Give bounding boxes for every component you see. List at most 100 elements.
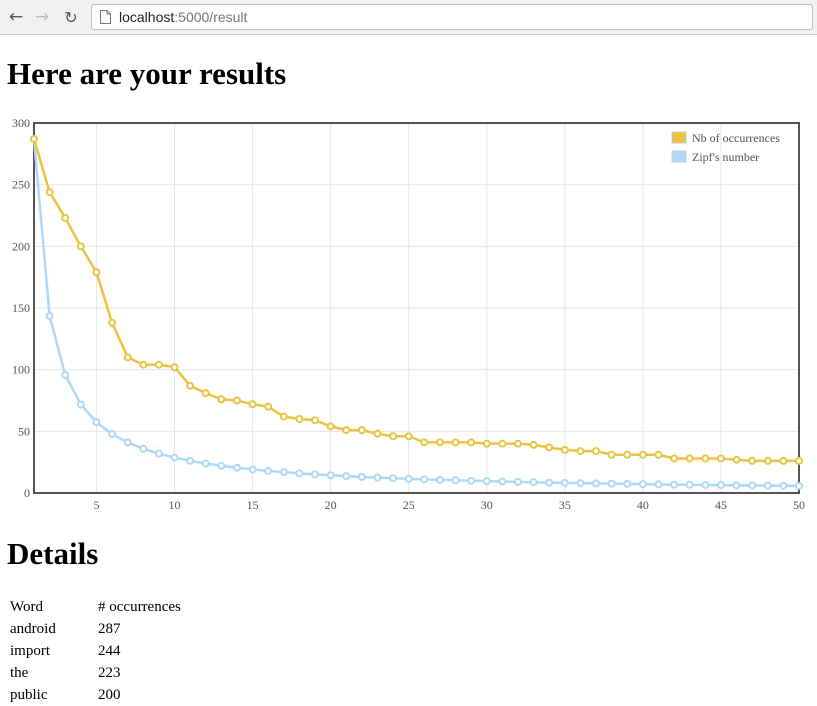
data-point (61, 370, 70, 379)
word-cell: import (10, 642, 50, 659)
data-point (482, 439, 491, 448)
series-occurrences (30, 135, 803, 465)
x-tick-label: 5 (93, 498, 99, 512)
data-point (123, 353, 132, 362)
url-path: :5000/result (174, 9, 248, 25)
series-line (32, 138, 799, 463)
data-point (389, 474, 398, 483)
data-point (670, 454, 679, 463)
series-line (32, 138, 800, 488)
data-point (154, 449, 163, 458)
plot-border (33, 122, 800, 494)
data-point (529, 440, 538, 449)
url-text: localhost:5000/result (119, 9, 247, 25)
data-point (513, 477, 522, 486)
data-point (763, 481, 772, 490)
x-tick-label: 45 (715, 498, 727, 512)
data-point (232, 463, 241, 472)
data-point (357, 472, 366, 481)
data-point (748, 481, 757, 490)
data-point (670, 480, 679, 489)
page-icon (100, 10, 111, 24)
data-point (248, 465, 257, 474)
occurrences-cell: 287 (98, 620, 121, 637)
data-point (685, 454, 694, 463)
data-point (139, 444, 148, 453)
data-point (201, 389, 210, 398)
url-host: localhost (119, 9, 175, 25)
line-chart: 0 50 100 150 200 250 300 5 10 15 20 25 30 35 40 45 50 Nb … (12, 116, 805, 512)
back-arrow-icon[interactable]: ← (8, 7, 24, 27)
data-point (217, 461, 226, 470)
data-point (638, 480, 647, 489)
data-point (186, 381, 195, 390)
data-point (560, 445, 569, 454)
data-point (76, 400, 85, 409)
details-table: Word # occurrences android 287 import 244 the 2… (8, 596, 181, 706)
data-point (186, 456, 195, 465)
table-row: android 287 (8, 618, 181, 640)
data-point (76, 242, 85, 251)
data-point (529, 478, 538, 487)
data-point (623, 479, 632, 488)
word-cell: android (10, 620, 56, 637)
data-point (451, 476, 460, 485)
occurrences-cell: # occurrences (98, 598, 181, 615)
word-cell: the (10, 664, 29, 681)
table-row: public 200 (8, 684, 181, 706)
data-point (342, 426, 351, 435)
occurrences-cell: 200 (98, 686, 121, 703)
data-point (498, 477, 507, 486)
data-point (732, 455, 741, 464)
data-point (389, 432, 398, 441)
data-point (467, 438, 476, 447)
reload-icon[interactable]: ↻ (64, 7, 78, 27)
data-point (623, 450, 632, 459)
data-point (108, 430, 117, 439)
legend-swatch (671, 131, 687, 144)
data-point (154, 360, 163, 369)
data-point (451, 438, 460, 447)
legend-label: Zipf's number (692, 150, 759, 164)
series-zipf (30, 135, 803, 490)
word-cell: public (10, 686, 48, 703)
data-point (420, 475, 429, 484)
forward-arrow-icon[interactable]: → (34, 7, 50, 27)
table-row: the 223 (8, 662, 181, 684)
data-point (326, 422, 335, 431)
y-tick-label: 300 (12, 116, 30, 130)
data-point (763, 456, 772, 465)
data-point (482, 477, 491, 486)
data-point (264, 466, 273, 475)
data-point (592, 479, 601, 488)
table-row: import 244 (8, 640, 181, 662)
page-title: Here are your results (7, 56, 287, 91)
data-point (92, 268, 101, 277)
data-point (123, 438, 132, 447)
data-point (61, 213, 70, 222)
y-tick-label: 100 (12, 363, 30, 377)
data-point (373, 429, 382, 438)
data-point (45, 312, 54, 321)
x-tick-label: 25 (403, 498, 415, 512)
data-point (311, 470, 320, 479)
data-point (795, 481, 803, 490)
address-bar[interactable]: localhost:5000/result (91, 4, 813, 30)
data-point (248, 400, 257, 409)
data-point (654, 480, 663, 489)
chart-container: 0 50 100 150 200 250 300 5 10 15 20 25 30 35 40 45 50 Nb … (0, 112, 817, 522)
data-point (342, 472, 351, 481)
data-point (217, 395, 226, 404)
occurrences-cell: 223 (98, 664, 121, 681)
data-point (607, 450, 616, 459)
y-tick-label: 200 (12, 239, 30, 253)
data-point (435, 438, 444, 447)
y-tick-label: 50 (18, 424, 30, 438)
data-point (701, 454, 710, 463)
data-point (748, 456, 757, 465)
data-point (560, 478, 569, 487)
y-tick-label: 150 (12, 301, 30, 315)
data-point (576, 447, 585, 456)
occurrences-cell: 244 (98, 642, 121, 659)
data-point (170, 363, 179, 372)
